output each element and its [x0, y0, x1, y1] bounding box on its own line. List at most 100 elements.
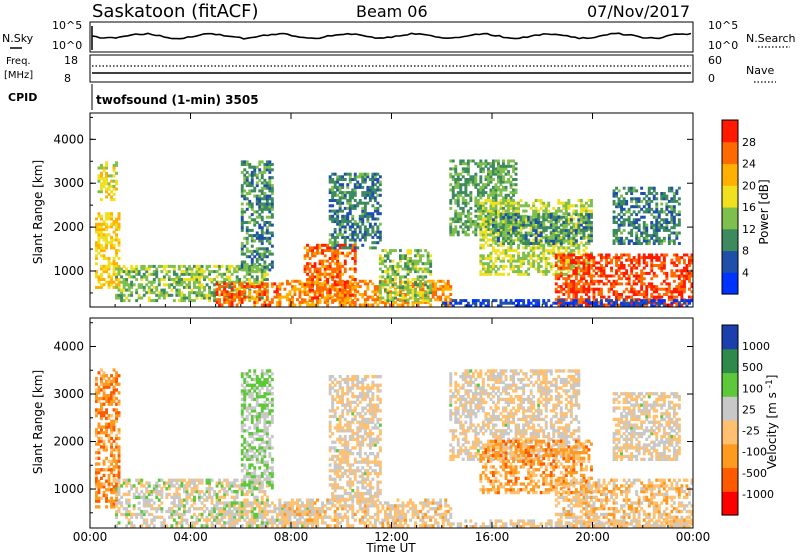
power-cell: [562, 228, 566, 232]
power-cell: [265, 184, 269, 188]
power-cell: [215, 282, 219, 286]
power-cell: [353, 193, 357, 197]
power-cell: [172, 270, 176, 274]
power-cell: [564, 206, 568, 210]
power-cell: [389, 275, 392, 279]
power-cell: [331, 235, 335, 239]
power-cell: [522, 218, 526, 222]
power-cell: [479, 162, 483, 166]
power-cell: [615, 194, 618, 198]
power-cell: [481, 267, 485, 271]
power-cell: [127, 285, 131, 289]
power-cell: [348, 238, 352, 242]
power-cell: [356, 204, 360, 208]
power-cell: [640, 271, 644, 275]
power-cell: [499, 172, 503, 176]
power-cell: [487, 257, 490, 260]
power-cell: [554, 221, 558, 224]
power-cell: [353, 303, 357, 307]
power-cell: [479, 233, 483, 237]
power-cell: [677, 186, 681, 190]
power-cell: [585, 235, 588, 239]
power-cell: [404, 287, 407, 291]
power-cell: [326, 303, 330, 307]
power-cell: [585, 269, 588, 273]
power-cell: [481, 212, 485, 216]
power-cell: [577, 300, 581, 304]
power-cell: [446, 303, 450, 307]
power-cell: [122, 283, 126, 287]
power-cell: [361, 279, 365, 283]
power-cell: [193, 291, 196, 295]
power-cell: [278, 300, 282, 304]
power-cell: [630, 261, 634, 265]
power-cell: [115, 296, 118, 300]
power-cell: [152, 278, 156, 281]
power-cell: [323, 270, 327, 274]
power-cell: [351, 191, 355, 195]
power-cell: [105, 174, 108, 178]
power-cell: [562, 221, 566, 224]
power-cell: [464, 188, 468, 192]
power-cell: [454, 230, 458, 234]
power-cell: [587, 262, 591, 266]
power-cell: [343, 295, 347, 299]
power-cell: [567, 285, 571, 289]
power-cell: [190, 272, 194, 276]
power-cell: [331, 249, 335, 253]
power-cell: [577, 231, 581, 235]
power-cell: [240, 252, 244, 256]
power-cell: [479, 301, 483, 305]
power-cell: [331, 217, 335, 221]
power-cell: [557, 234, 561, 238]
power-cell: [685, 277, 689, 281]
power-cell: [107, 233, 111, 237]
power-colorbar-tick: 16: [742, 201, 756, 214]
power-cell: [406, 264, 410, 268]
power-cell: [145, 270, 149, 274]
power-cell: [612, 189, 616, 193]
power-cell: [240, 215, 244, 219]
power-cell: [507, 238, 510, 242]
power-cell: [554, 287, 558, 291]
power-cell: [577, 266, 581, 270]
power-cell: [170, 293, 174, 297]
power-cell: [537, 215, 541, 219]
power-cell: [552, 236, 556, 240]
power-cell: [572, 285, 576, 289]
power-cell: [497, 164, 500, 168]
power-cell: [645, 264, 649, 267]
power-cell: [567, 251, 571, 255]
power-cell: [346, 296, 350, 300]
power-cell: [612, 218, 616, 222]
power-cell: [680, 303, 684, 307]
power-cell: [652, 210, 656, 214]
power-cell: [351, 285, 355, 289]
power-cell: [662, 218, 666, 222]
power-cell: [620, 282, 623, 286]
power-cell: [524, 243, 528, 247]
power-cell: [499, 215, 503, 219]
power-cell: [670, 189, 674, 193]
power-cell: [449, 222, 453, 226]
power-cell: [481, 162, 485, 166]
power-cell: [97, 230, 101, 234]
power-cell: [389, 267, 392, 271]
power-cell: [200, 264, 204, 268]
power-cell: [313, 303, 317, 307]
power-cell: [527, 204, 531, 208]
power-cell: [504, 234, 508, 238]
power-cell: [208, 264, 211, 268]
power-cell: [522, 272, 526, 276]
power-cell: [243, 163, 247, 166]
power-cell: [336, 235, 340, 239]
power-cell: [645, 223, 649, 227]
power-cell: [474, 204, 478, 208]
power-cell: [481, 201, 485, 205]
power-cell: [627, 277, 631, 281]
power-cell: [509, 301, 513, 305]
power-cell: [574, 213, 578, 217]
power-cell: [645, 261, 649, 265]
power-cell: [323, 243, 327, 247]
power-cell: [665, 287, 669, 291]
